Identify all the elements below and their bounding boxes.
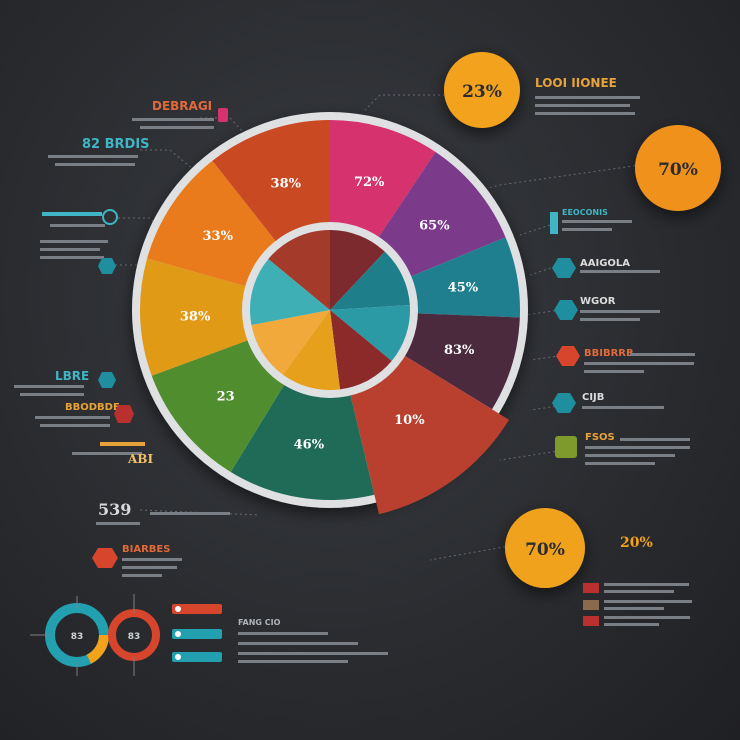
bubble-2-circle	[635, 125, 721, 211]
right-item-2: AAIGOLA	[552, 258, 660, 278]
right-item-5: CIJB	[552, 392, 664, 413]
bubble-1: 23%	[444, 52, 520, 128]
pie-label-6: 46%	[294, 437, 325, 452]
left-value-1-lines	[96, 512, 230, 525]
bar-2	[172, 629, 222, 639]
hexagon-icon	[114, 405, 134, 423]
bubble-1-label: 23%	[462, 82, 502, 102]
right-item-6: FSOS	[555, 432, 690, 465]
inner-pie-chart	[250, 230, 410, 390]
pie-label-4: 83%	[444, 343, 475, 358]
left-heading-2: LBRE	[55, 369, 89, 383]
left-badge: BIARBES	[92, 544, 182, 577]
pie-label-5: 10%	[394, 413, 425, 428]
info-icon	[102, 209, 118, 225]
right-legend	[583, 583, 692, 626]
inner-slice-2	[330, 251, 410, 310]
legend-swatch	[583, 600, 599, 610]
hexagon-icon	[92, 548, 118, 568]
left-item-2	[14, 372, 116, 396]
left-heading-1: 82 BRDIS	[82, 137, 150, 152]
donut-1-accent	[45, 603, 109, 667]
legend-swatch	[583, 616, 599, 626]
pie-label-1: 72%	[354, 175, 385, 190]
bubble-1-circle	[444, 52, 520, 128]
bottom-bars	[172, 604, 222, 662]
inner-slice-6	[251, 310, 330, 375]
top-left-lines	[132, 118, 214, 129]
inner-slice-4	[330, 310, 392, 390]
inner-slice-3	[330, 304, 410, 361]
donut-2: 83	[108, 594, 160, 676]
pie-label-2: 65%	[419, 218, 450, 233]
pie-label-9: 33%	[203, 229, 234, 244]
donut-2-label: 83	[128, 632, 141, 642]
right-item-1: EEOCONIS	[550, 208, 632, 234]
left-value-1: 539	[98, 500, 131, 519]
hexagon-icon	[556, 346, 580, 366]
right-item-3: WGOR	[554, 296, 660, 321]
pie-label-3: 45%	[448, 280, 479, 295]
right-heading-2: AAIGOLA	[580, 258, 630, 269]
bubble-2: 70%	[635, 125, 721, 211]
hexagon-icon	[98, 258, 116, 274]
left-badge-title: BIARBES	[122, 544, 170, 555]
left-heading-3: BBODBDE	[65, 402, 120, 413]
right-heading-5: CIJB	[582, 392, 604, 403]
top-heading-lines	[535, 96, 640, 115]
hexagon-icon	[552, 393, 576, 413]
bubble-3: 70%	[505, 508, 585, 588]
bottom-text-lines	[238, 632, 388, 663]
bubble-3-label: 70%	[525, 540, 565, 560]
top-heading: LOOI IIONEE	[535, 76, 617, 90]
right-heading-3: WGOR	[580, 296, 616, 307]
top-left-badge	[218, 108, 228, 122]
pie-labels: 72% 65% 45% 83% 10% 46% 23 38% 33% 38%	[180, 175, 479, 453]
legend-swatch	[583, 583, 599, 593]
pie-slice-8	[139, 258, 330, 376]
donut-1: 83	[30, 596, 109, 676]
square-icon	[555, 436, 577, 458]
hexagon-icon	[554, 300, 578, 320]
inner-slice-5	[282, 310, 341, 390]
right-heading-1: EEOCONIS	[562, 208, 608, 217]
left-heading-1-lines	[48, 155, 138, 166]
inner-slice-8	[268, 230, 330, 310]
hexagon-icon	[552, 258, 576, 278]
inner-slice-1	[330, 230, 385, 310]
bubble-2-label: 70%	[658, 160, 698, 180]
bubble-3-circle	[505, 508, 585, 588]
top-left-heading: DEBRAGI	[152, 99, 212, 113]
left-value-2: ABI	[127, 452, 153, 466]
pie-label-10: 38%	[271, 176, 302, 191]
bar-1	[172, 604, 222, 614]
right-heading-6: FSOS	[585, 432, 615, 443]
right-pct: 20%	[620, 535, 653, 551]
bottom-caption: FANG CIO	[238, 618, 281, 627]
right-heading-4: BBIBRRB	[584, 348, 634, 359]
bar-3	[172, 652, 222, 662]
right-item-4: BBIBRRB	[556, 346, 695, 373]
pie-label-7: 23	[217, 390, 235, 405]
left-item-1	[40, 209, 118, 274]
donut-1-label: 83	[71, 632, 84, 642]
inner-slice-7	[250, 259, 330, 325]
left-item-3	[35, 405, 145, 455]
hexagon-icon	[98, 372, 116, 388]
pie-label-8: 38%	[180, 309, 211, 324]
